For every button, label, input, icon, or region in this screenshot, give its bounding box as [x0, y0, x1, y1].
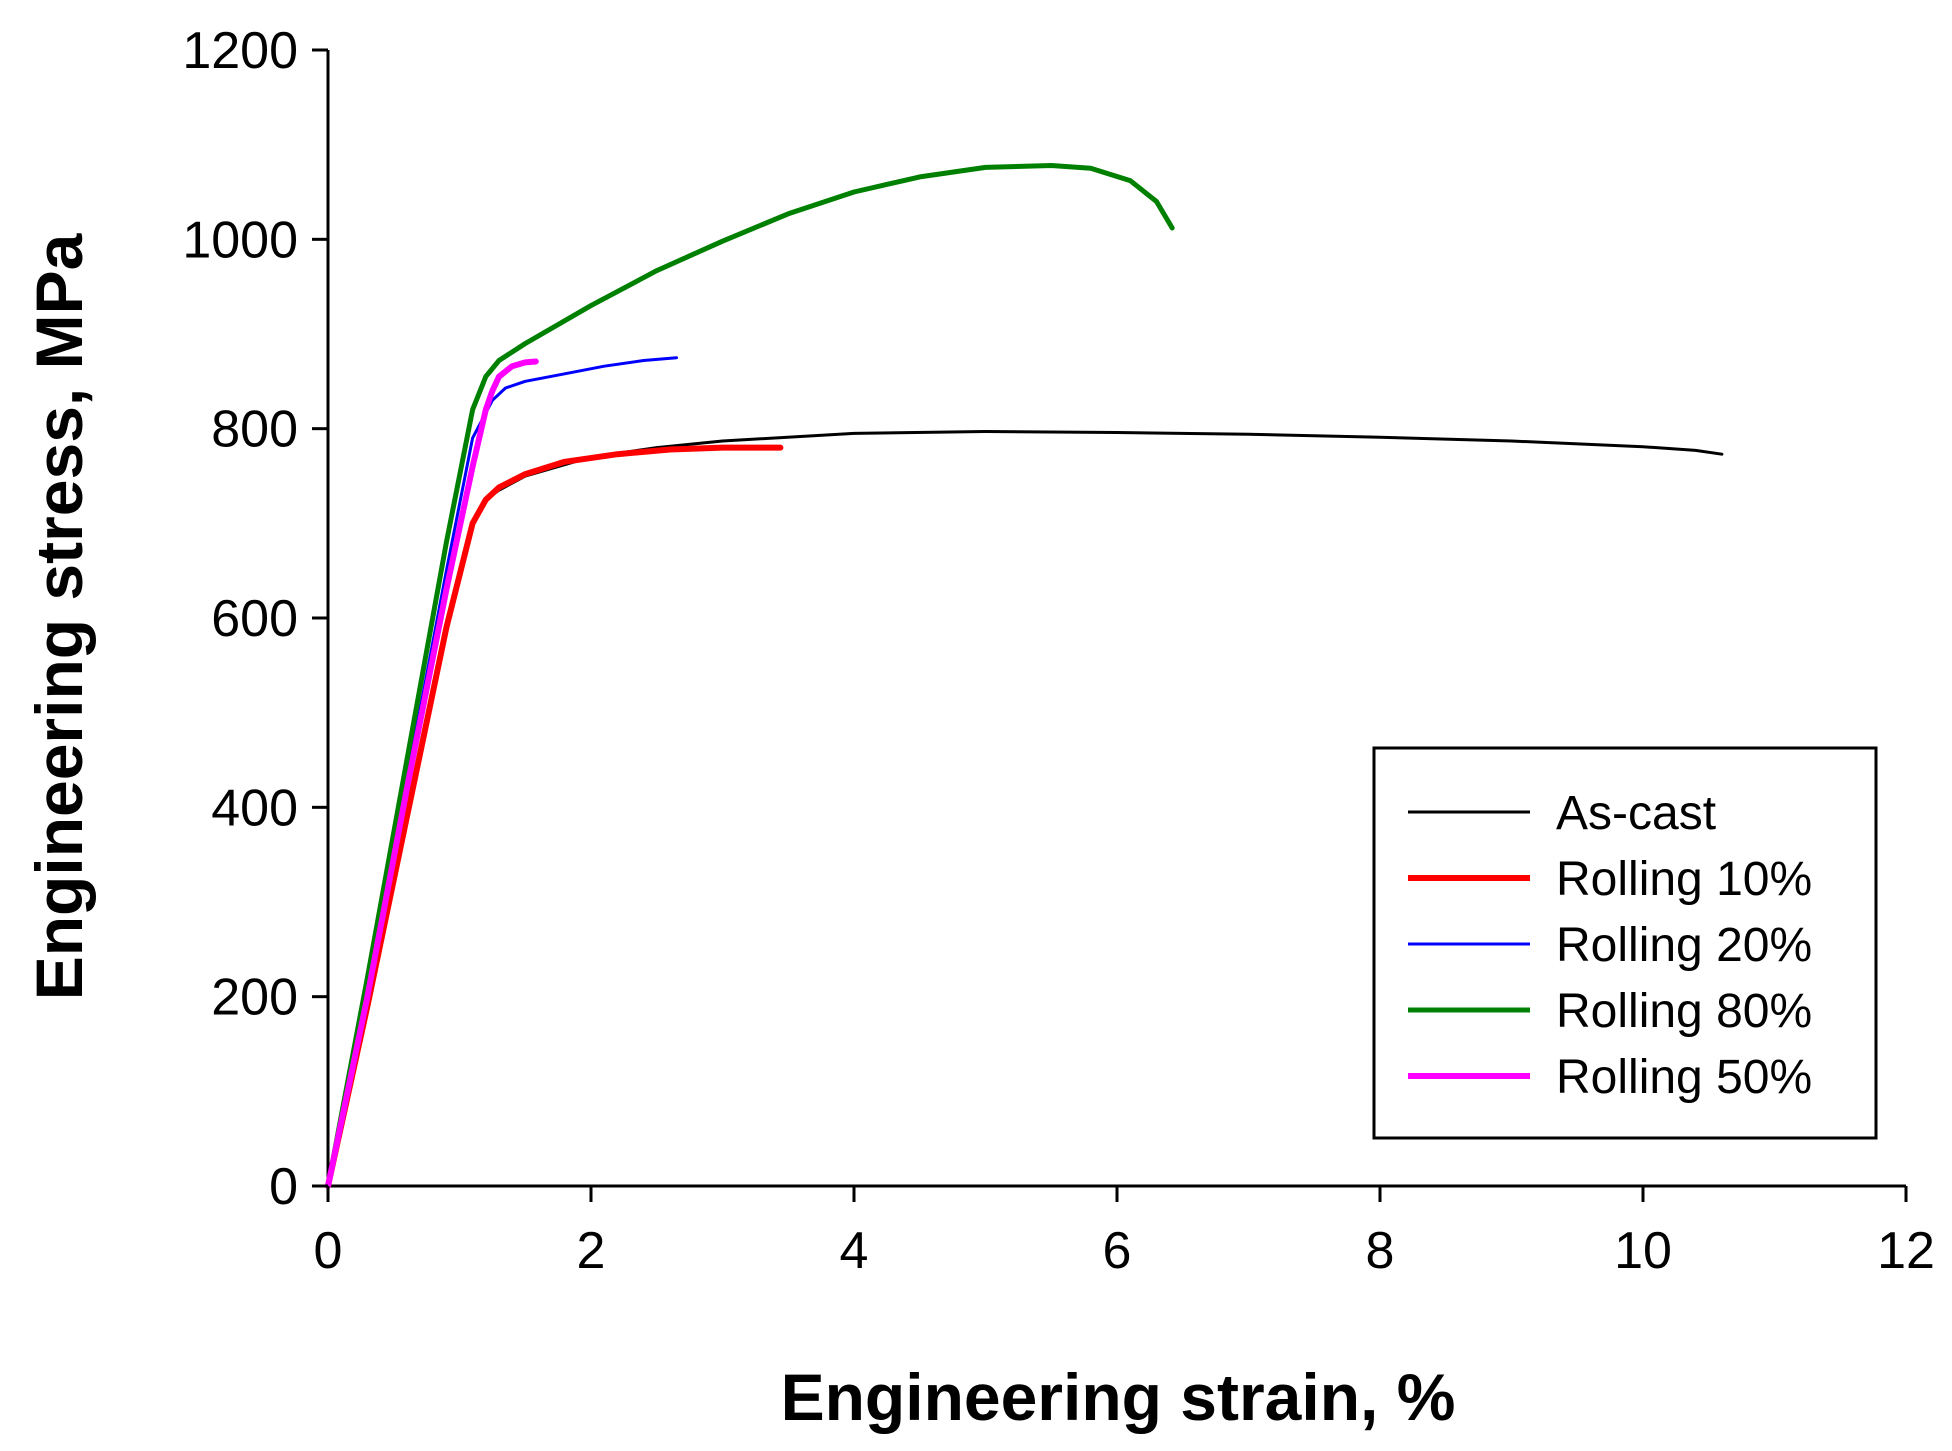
y-tick-label: 0 — [269, 1158, 298, 1216]
x-tick-label: 8 — [1366, 1222, 1395, 1280]
y-tick-label: 1000 — [182, 211, 298, 269]
y-tick-label: 800 — [211, 401, 298, 459]
y-axis-title: Engineering stress, MPa — [22, 232, 96, 1000]
legend-label: Rolling 80% — [1556, 985, 1812, 1038]
x-axis-title: Engineering strain, % — [781, 1360, 1456, 1434]
y-tick-label: 400 — [211, 779, 298, 837]
legend-label: Rolling 10% — [1556, 853, 1812, 906]
y-tick-label: 1200 — [182, 22, 298, 80]
x-tick-label: 12 — [1877, 1222, 1935, 1280]
legend-label: Rolling 20% — [1556, 919, 1812, 972]
legend-label: Rolling 50% — [1556, 1051, 1812, 1104]
x-tick-label: 0 — [314, 1222, 343, 1280]
x-tick-label: 4 — [840, 1222, 869, 1280]
x-tick-label: 2 — [577, 1222, 606, 1280]
series-line-rolling-80 — [325, 163, 1175, 1189]
x-tick-label: 10 — [1614, 1222, 1672, 1280]
legend-label: As-cast — [1556, 787, 1716, 840]
legend: As-cast Rolling 10% Rolling 20% Rolling 80%… — [1372, 746, 1878, 1140]
y-tick-label: 600 — [211, 590, 298, 648]
series-line-rolling-50 — [325, 358, 539, 1189]
series-line-rolling-20 — [326, 356, 678, 1188]
series-line-rolling-10 — [325, 444, 784, 1189]
x-tick-label: 6 — [1103, 1222, 1132, 1280]
y-tick-label: 200 — [211, 969, 298, 1027]
